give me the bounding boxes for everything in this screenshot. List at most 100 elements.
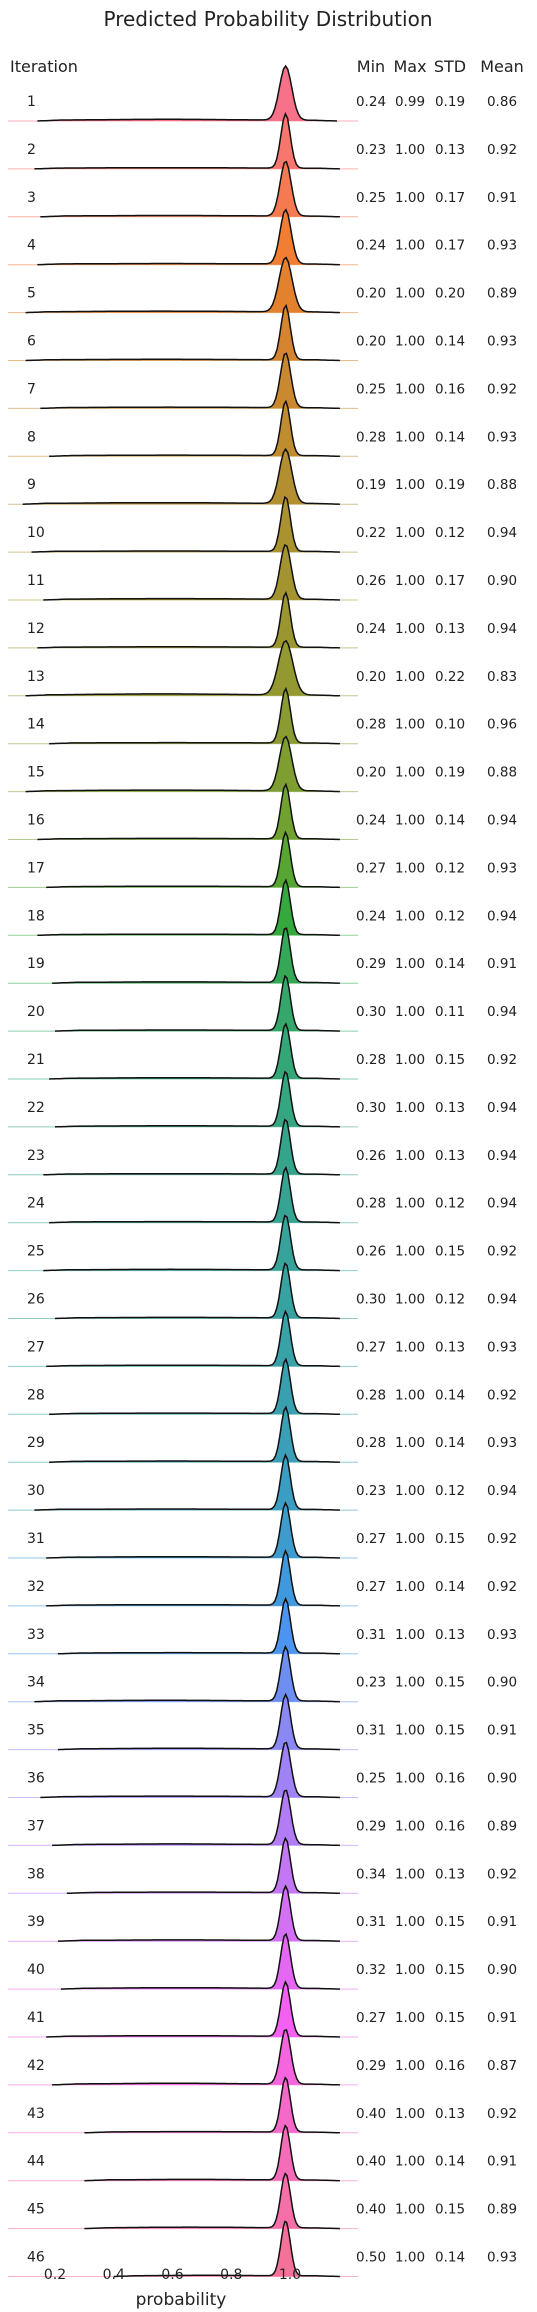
chart-title: Predicted Probability Distribution xyxy=(103,7,432,31)
stat-max: 1.00 xyxy=(395,1483,425,1499)
stat-min: 0.24 xyxy=(356,238,386,254)
ridge-row: 6 0.20 1.00 0.14 0.93 xyxy=(8,306,517,361)
stat-max: 1.00 xyxy=(395,1052,425,1068)
ridge-density-line xyxy=(49,1024,340,1079)
iteration-label: 9 xyxy=(27,477,36,493)
stat-mean: 0.94 xyxy=(487,1292,517,1308)
stat-max: 1.00 xyxy=(395,2010,425,2026)
ridge-density-line xyxy=(84,2078,340,2133)
stat-mean: 0.86 xyxy=(487,94,517,110)
stat-header-max: Max xyxy=(393,57,426,76)
stat-std: 0.10 xyxy=(435,717,465,733)
stat-std: 0.14 xyxy=(435,1435,465,1451)
stat-mean: 0.91 xyxy=(487,2010,517,2026)
iteration-label: 3 xyxy=(27,190,36,206)
stat-min: 0.27 xyxy=(356,1339,386,1355)
iteration-label: 31 xyxy=(27,1531,45,1547)
stat-max: 1.00 xyxy=(395,1866,425,1882)
stat-std: 0.14 xyxy=(435,334,465,350)
ridge-density-fill xyxy=(34,1455,340,1510)
stat-mean: 0.89 xyxy=(487,2202,517,2218)
ridge-row: 23 0.26 1.00 0.13 0.94 xyxy=(8,1120,517,1175)
stat-std: 0.13 xyxy=(435,621,465,637)
stat-min: 0.20 xyxy=(356,286,386,302)
stat-std: 0.13 xyxy=(435,1627,465,1643)
stat-min: 0.28 xyxy=(356,429,386,445)
stat-mean: 0.93 xyxy=(487,334,517,350)
ridge-density-fill xyxy=(84,2126,340,2181)
stat-max: 1.00 xyxy=(395,2250,425,2266)
stat-std: 0.15 xyxy=(435,1723,465,1739)
iteration-label: 6 xyxy=(27,334,36,350)
iteration-label: 22 xyxy=(27,1100,45,1116)
stat-std: 0.22 xyxy=(435,669,465,685)
stat-mean: 0.90 xyxy=(487,573,517,589)
ridge-density-line xyxy=(46,832,340,887)
stat-std: 0.15 xyxy=(435,1675,465,1691)
stat-max: 1.00 xyxy=(395,1962,425,1978)
stat-std: 0.13 xyxy=(435,1100,465,1116)
iteration-label: 46 xyxy=(27,2250,45,2266)
iteration-header: Iteration xyxy=(10,57,78,76)
ridges: 1 0.24 0.99 0.19 0.86 2 0.23 1.00 0.13 0.92 3 0.25 1… xyxy=(8,66,517,2277)
stat-std: 0.14 xyxy=(435,1579,465,1595)
ridge-density-fill xyxy=(84,2174,340,2229)
iteration-label: 5 xyxy=(27,286,36,302)
ridge-row: 32 0.27 1.00 0.14 0.92 xyxy=(8,1551,517,1606)
ridge-density-fill xyxy=(55,1072,340,1127)
ridge-density-fill xyxy=(61,1934,340,1989)
stat-max: 1.00 xyxy=(395,1100,425,1116)
ridge-density-line xyxy=(55,1264,340,1319)
ridge-row: 14 0.28 1.00 0.10 0.96 xyxy=(8,689,517,744)
iteration-label: 44 xyxy=(27,2154,45,2170)
stat-mean: 0.94 xyxy=(487,1004,517,1020)
stat-max: 1.00 xyxy=(395,2202,425,2218)
stat-max: 1.00 xyxy=(395,1004,425,1020)
x-tick-label: 0.8 xyxy=(220,2267,242,2283)
ridge-row: 17 0.27 1.00 0.12 0.93 xyxy=(8,832,517,887)
iteration-label: 28 xyxy=(27,1387,45,1403)
iteration-label: 2 xyxy=(27,142,36,158)
stat-std: 0.15 xyxy=(435,1914,465,1930)
stat-min: 0.26 xyxy=(356,1148,386,1164)
ridge-row: 37 0.29 1.00 0.16 0.89 xyxy=(8,1790,517,1845)
iteration-label: 41 xyxy=(27,2010,45,2026)
stat-std: 0.19 xyxy=(435,477,465,493)
stat-std: 0.16 xyxy=(435,1771,465,1787)
stat-min: 0.27 xyxy=(356,860,386,876)
stat-max: 1.00 xyxy=(395,142,425,158)
iteration-label: 8 xyxy=(27,429,36,445)
stat-std: 0.14 xyxy=(435,1387,465,1403)
stat-min: 0.34 xyxy=(356,1866,386,1882)
iteration-label: 45 xyxy=(27,2202,45,2218)
ridge-row: 11 0.26 1.00 0.17 0.90 xyxy=(8,545,517,600)
stat-std: 0.12 xyxy=(435,1292,465,1308)
x-tick-label: 0.6 xyxy=(161,2267,183,2283)
ridge-density-fill xyxy=(32,497,340,552)
stat-mean: 0.91 xyxy=(487,2154,517,2170)
ridge-density-line xyxy=(58,1695,340,1750)
stat-min: 0.40 xyxy=(356,2202,386,2218)
stat-std: 0.15 xyxy=(435,2202,465,2218)
iteration-label: 24 xyxy=(27,1196,45,1212)
iteration-label: 30 xyxy=(27,1483,45,1499)
stat-min: 0.31 xyxy=(356,1723,386,1739)
stat-mean: 0.90 xyxy=(487,1962,517,1978)
x-tick-label: 0.4 xyxy=(103,2267,125,2283)
stat-std: 0.13 xyxy=(435,1339,465,1355)
ridge-density-fill xyxy=(49,689,340,744)
ridge-row: 7 0.25 1.00 0.16 0.92 xyxy=(8,353,517,408)
stat-max: 1.00 xyxy=(395,429,425,445)
ridge-density-fill xyxy=(58,1886,340,1941)
ridge-density-line xyxy=(55,1072,340,1127)
stat-min: 0.25 xyxy=(356,381,386,397)
stat-min: 0.29 xyxy=(356,956,386,972)
ridge-density-fill xyxy=(55,976,340,1031)
ridge-density-line xyxy=(49,1168,340,1223)
stat-max: 1.00 xyxy=(395,1579,425,1595)
stat-std: 0.17 xyxy=(435,190,465,206)
stat-min: 0.24 xyxy=(356,813,386,829)
ridge-row: 5 0.20 1.00 0.20 0.89 xyxy=(8,258,517,313)
stat-min: 0.20 xyxy=(356,334,386,350)
stat-mean: 0.92 xyxy=(487,1387,517,1403)
